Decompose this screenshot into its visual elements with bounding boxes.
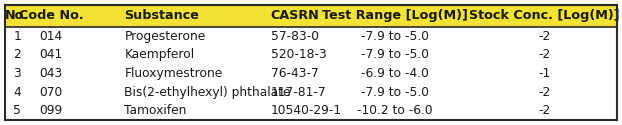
Text: Kaempferol: Kaempferol (124, 48, 195, 61)
Text: 5: 5 (14, 104, 21, 117)
Text: Substance: Substance (124, 10, 199, 22)
Text: 57-83-0: 57-83-0 (271, 30, 318, 43)
Text: 070: 070 (39, 86, 63, 99)
Text: 014: 014 (39, 30, 63, 43)
Text: No.: No. (6, 10, 29, 22)
Text: Code No.: Code No. (19, 10, 83, 22)
Text: 043: 043 (39, 67, 63, 80)
Text: -1: -1 (538, 67, 550, 80)
Text: CASRN: CASRN (271, 10, 319, 22)
Text: 520-18-3: 520-18-3 (271, 48, 327, 61)
Text: 76-43-7: 76-43-7 (271, 67, 318, 80)
Text: -2: -2 (538, 48, 550, 61)
Text: Progesterone: Progesterone (124, 30, 206, 43)
Text: Tamoxifen: Tamoxifen (124, 104, 187, 117)
Text: -2: -2 (538, 86, 550, 99)
Text: -2: -2 (538, 104, 550, 117)
Text: Test Range [Log(M)]: Test Range [Log(M)] (322, 10, 468, 22)
Text: -10.2 to -6.0: -10.2 to -6.0 (357, 104, 433, 117)
Text: 4: 4 (14, 86, 21, 99)
Text: Bis(2-ethylhexyl) phthalate: Bis(2-ethylhexyl) phthalate (124, 86, 291, 99)
Text: -7.9 to -5.0: -7.9 to -5.0 (361, 86, 429, 99)
Text: Stock Conc. [Log(M)]: Stock Conc. [Log(M)] (469, 10, 620, 22)
Text: 099: 099 (39, 104, 63, 117)
Text: -7.9 to -5.0: -7.9 to -5.0 (361, 48, 429, 61)
Text: 3: 3 (14, 67, 21, 80)
Text: Fluoxymestrone: Fluoxymestrone (124, 67, 223, 80)
Text: 10540-29-1: 10540-29-1 (271, 104, 341, 117)
Text: -7.9 to -5.0: -7.9 to -5.0 (361, 30, 429, 43)
Text: 041: 041 (39, 48, 63, 61)
Text: 2: 2 (14, 48, 21, 61)
Bar (5, 5, 617, 27)
Text: 117-81-7: 117-81-7 (271, 86, 326, 99)
Text: 1: 1 (14, 30, 21, 43)
Text: -6.9 to -4.0: -6.9 to -4.0 (361, 67, 429, 80)
Text: -2: -2 (538, 30, 550, 43)
